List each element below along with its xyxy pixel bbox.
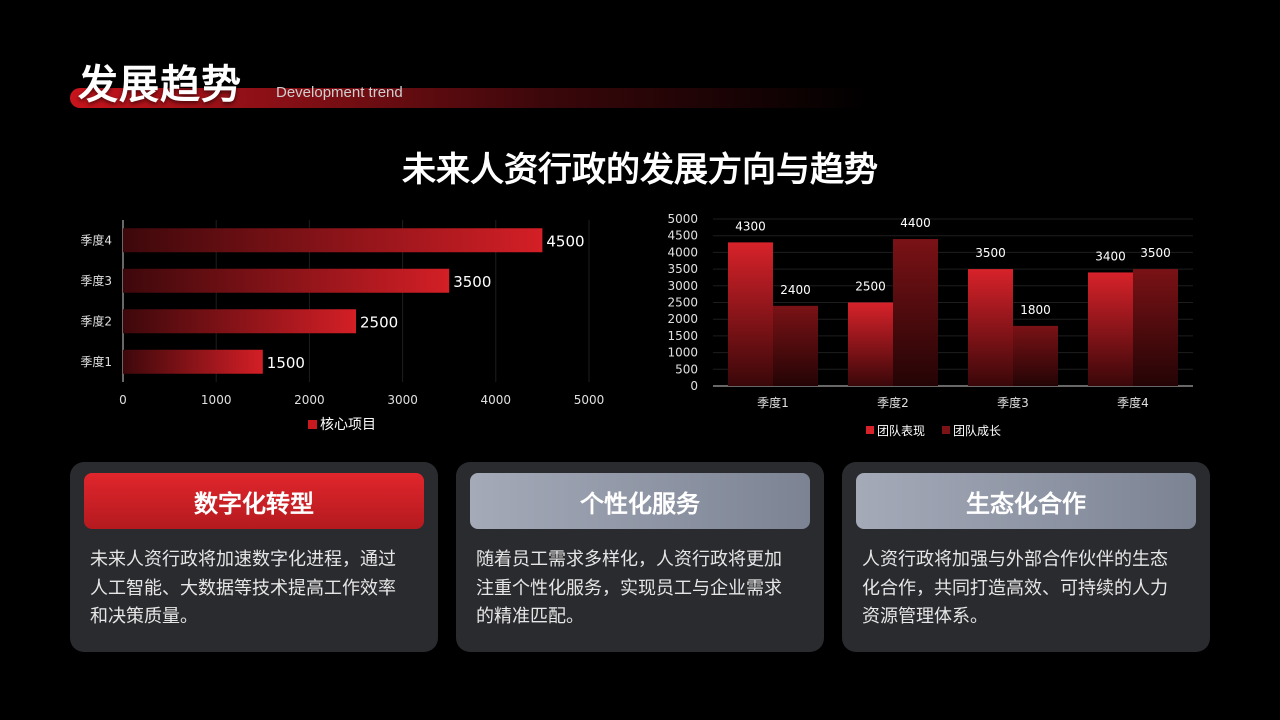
- card-text-line: 人资行政将加强与外部合作伙伴的生态: [862, 549, 1168, 570]
- legend-swatch: [308, 420, 317, 429]
- y-tick-label: 2500: [667, 296, 698, 310]
- x-tick-label: 2000: [294, 393, 325, 407]
- y-category-label: 季度2: [80, 313, 112, 328]
- data-label: 2400: [780, 283, 811, 297]
- card-text-line: 未来人资行政将加速数字化进程，通过: [90, 549, 396, 570]
- bar: [1013, 325, 1058, 386]
- x-tick-label: 3000: [387, 393, 418, 407]
- card-title: 生态化合作: [856, 473, 1196, 529]
- legend-swatch: [866, 426, 874, 434]
- card-text-line: 注重个性化服务，实现员工与企业需求: [476, 577, 782, 599]
- bar: [123, 309, 356, 334]
- x-tick-label: 5000: [574, 393, 605, 407]
- y-tick-label: 3500: [667, 262, 698, 276]
- data-label: 1800: [1020, 303, 1051, 317]
- y-tick-label: 4000: [667, 245, 698, 259]
- card-digital-transformation: 数字化转型 未来人资行政将加速数字化进程，通过 人工智能、大数据等技术提高工作效…: [70, 462, 438, 652]
- data-label: 3500: [453, 273, 491, 291]
- y-tick-label: 2000: [667, 312, 698, 326]
- card-title: 个性化服务: [470, 473, 810, 529]
- data-label: 1500: [267, 354, 305, 372]
- card-text-line: 化合作，共同打造高效、可持续的人力: [862, 577, 1168, 599]
- y-tick-label: 3000: [667, 279, 698, 293]
- y-category-label: 季度4: [80, 232, 112, 247]
- x-category-label: 季度2: [877, 395, 909, 410]
- main-heading: 未来人资行政的发展方向与趋势: [402, 150, 878, 190]
- card-text-line: 人工智能、大数据等技术提高工作效率: [90, 577, 396, 599]
- bar: [123, 349, 263, 374]
- data-label: 3400: [1095, 249, 1126, 263]
- data-label: 2500: [360, 313, 398, 331]
- y-category-label: 季度3: [80, 273, 112, 288]
- legend-label: 团队成长: [953, 423, 1001, 438]
- y-tick-label: 1000: [667, 346, 698, 360]
- data-label: 4500: [546, 232, 584, 250]
- card-ecosystem-cooperation: 生态化合作 人资行政将加强与外部合作伙伴的生态 化合作，共同打造高效、可持续的人…: [842, 462, 1210, 652]
- core-project-bar-chart: 0 1000 2000 3000 4000 5000 季度1 1500 季度2 2500 季度3 35…: [80, 220, 605, 433]
- card-text-line: 随着员工需求多样化，人资行政将更加: [476, 549, 782, 570]
- data-label: 2500: [855, 280, 886, 294]
- bar: [848, 302, 893, 386]
- x-category-label: 季度4: [1117, 395, 1149, 410]
- card-title: 数字化转型: [84, 473, 424, 529]
- x-category-label: 季度1: [757, 395, 789, 410]
- y-tick-label: 500: [675, 362, 698, 376]
- card-text-line: 的精准匹配。: [476, 606, 584, 627]
- y-tick-label: 5000: [667, 212, 698, 226]
- legend-label: 核心项目: [320, 417, 376, 433]
- x-tick-label: 1000: [201, 393, 232, 407]
- header-accent-bar: [70, 88, 870, 108]
- page-subtitle: Development trend: [276, 84, 403, 101]
- bar: [123, 228, 543, 253]
- y-tick-label: 0: [690, 379, 698, 393]
- card-text-line: 和决策质量。: [90, 606, 198, 627]
- x-tick-label: 4000: [481, 393, 512, 407]
- x-category-label: 季度3: [997, 395, 1029, 410]
- card-text-line: 资源管理体系。: [862, 606, 988, 627]
- card-text: 随着员工需求多样化，人资行政将更加 注重个性化服务，实现员工与企业需求 的精准匹…: [476, 546, 806, 632]
- x-tick-label: 0: [119, 393, 127, 407]
- data-label: 3500: [975, 246, 1006, 260]
- bar: [728, 242, 773, 386]
- legend-label: 团队表现: [877, 423, 925, 438]
- y-category-label: 季度1: [80, 354, 112, 369]
- data-label: 3500: [1140, 246, 1171, 260]
- data-label: 4300: [735, 219, 766, 233]
- bar: [1088, 272, 1133, 386]
- data-label: 4400: [900, 216, 931, 230]
- legend-swatch: [942, 426, 950, 434]
- team-bar-chart: 0 500 1000 1500 2000 2500 3000 3500 4000 4500 5000…: [667, 212, 1193, 438]
- card-text: 人资行政将加强与外部合作伙伴的生态 化合作，共同打造高效、可持续的人力 资源管理…: [862, 546, 1192, 632]
- bar: [123, 268, 450, 293]
- bar: [1133, 269, 1178, 386]
- page-title: 发展趋势: [78, 62, 242, 108]
- bar: [893, 239, 938, 386]
- y-tick-label: 1500: [667, 329, 698, 343]
- card-text: 未来人资行政将加速数字化进程，通过 人工智能、大数据等技术提高工作效率 和决策质…: [90, 546, 420, 632]
- y-tick-label: 4500: [667, 229, 698, 243]
- bar: [773, 305, 818, 386]
- card-personalized-service: 个性化服务 随着员工需求多样化，人资行政将更加 注重个性化服务，实现员工与企业需…: [456, 462, 824, 652]
- bar: [968, 269, 1013, 386]
